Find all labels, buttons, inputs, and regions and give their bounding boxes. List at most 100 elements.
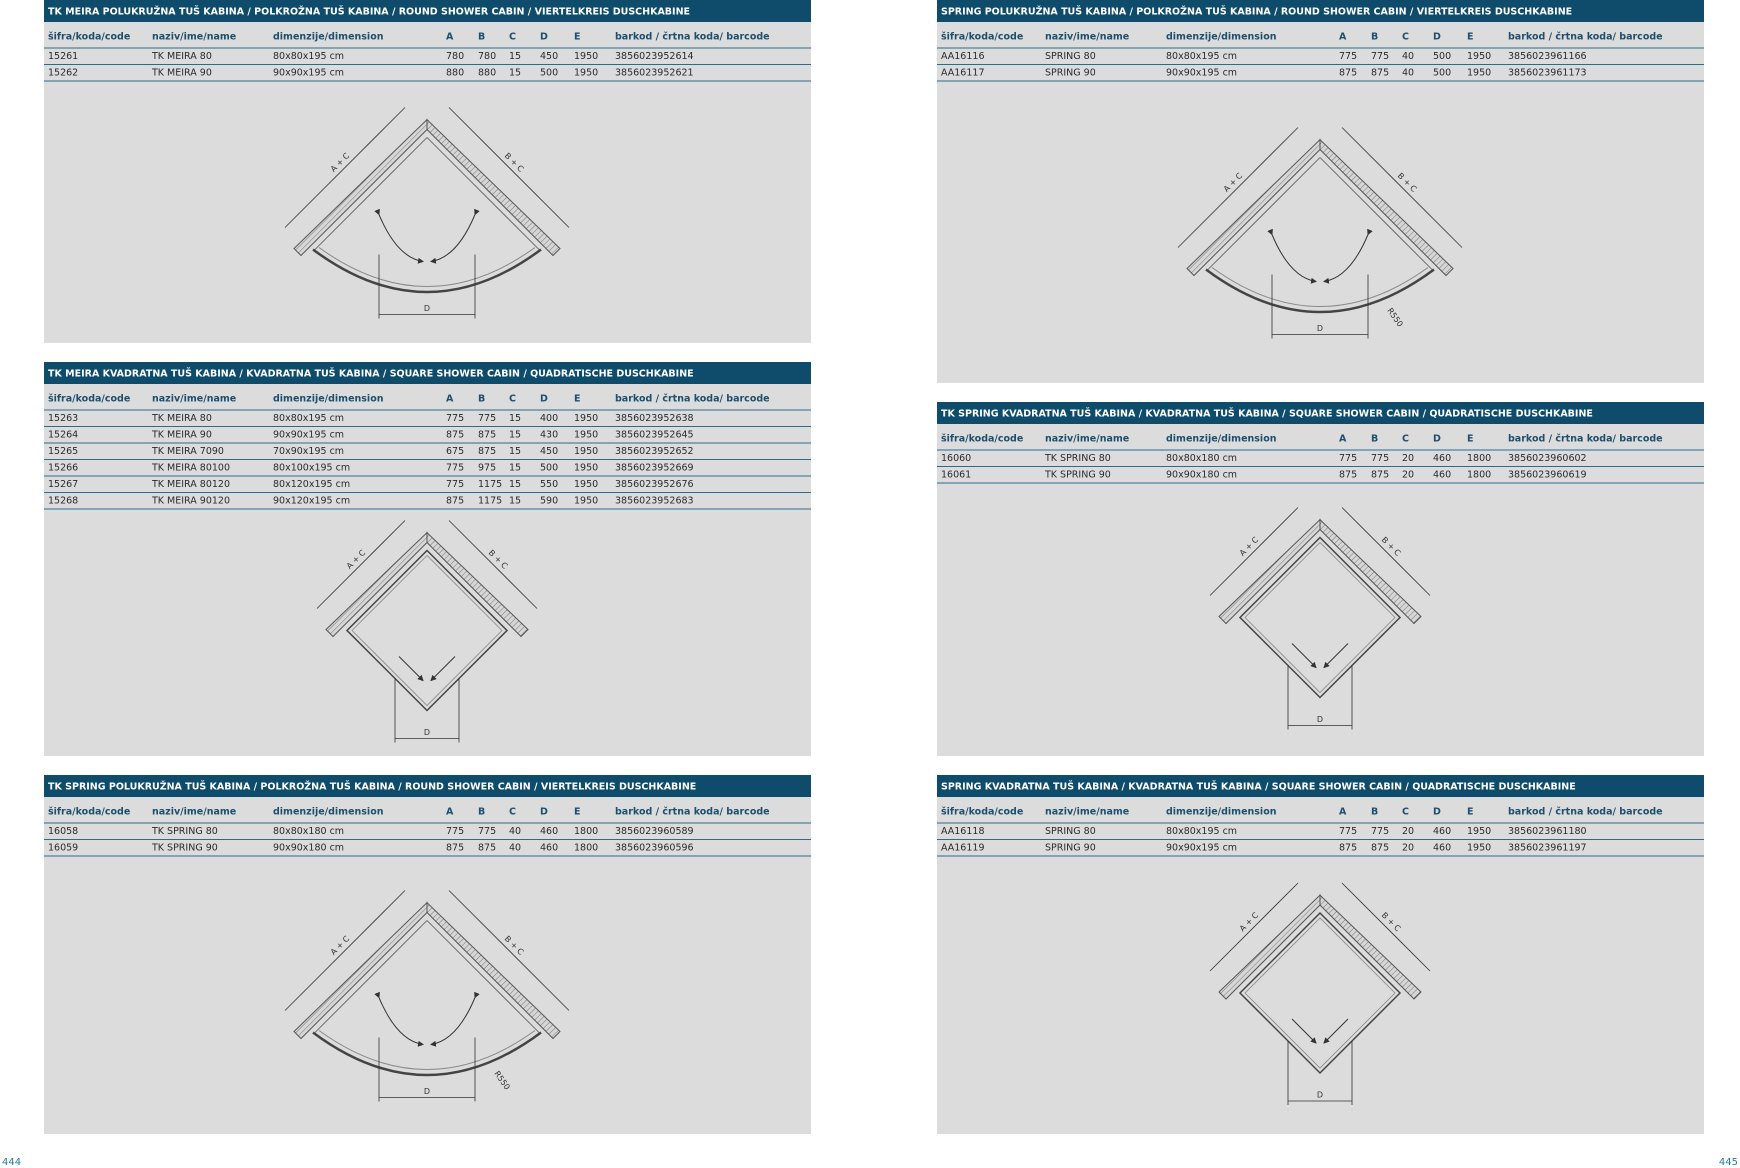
column-header: D: [540, 32, 548, 43]
column-header: dimenzije/dimension: [1166, 807, 1277, 818]
cell: 80x120x195 cm: [273, 479, 350, 490]
cell: 775: [446, 462, 464, 473]
cell: 775: [1371, 826, 1389, 837]
enclosure: [1244, 541, 1396, 694]
door-arrow: [430, 208, 480, 264]
cell: AA16118: [941, 826, 984, 837]
dimension-label: D: [1317, 715, 1323, 724]
enclosure: [314, 137, 540, 250]
cell: 15266: [48, 462, 78, 473]
wall: [1319, 518, 1422, 625]
cell: 15: [509, 413, 521, 424]
cell: 80x80x195 cm: [1166, 51, 1237, 62]
cell: 460: [540, 842, 558, 853]
enclosure: [345, 549, 509, 712]
column-header: naziv/ime/name: [152, 394, 236, 405]
title-bar: [937, 775, 1704, 797]
column-header: B: [478, 394, 485, 405]
cell: TK SPRING 80: [1044, 453, 1111, 464]
wall: [426, 531, 529, 638]
cell: 15262: [48, 67, 78, 78]
column-header: C: [509, 807, 516, 818]
cell: 780: [478, 51, 496, 62]
cell: 40: [509, 826, 521, 837]
title-bar: [44, 0, 811, 22]
cell: 1800: [574, 826, 598, 837]
cell: 3856023961166: [1508, 51, 1587, 62]
cell: 90x90x195 cm: [273, 67, 344, 78]
glass-front: [1211, 267, 1429, 307]
column-header: D: [540, 807, 548, 818]
cell: 16058: [48, 826, 78, 837]
door-arrow: [1323, 1018, 1349, 1044]
dimension-line: [1341, 507, 1431, 596]
cell: 500: [540, 67, 558, 78]
column-header: C: [1402, 807, 1409, 818]
column-header: barkod / črtna koda/ barcode: [1508, 807, 1663, 818]
cell: 15: [509, 495, 521, 506]
cell: 1800: [1467, 469, 1491, 480]
cell: TK MEIRA 7090: [151, 446, 224, 457]
cell: 1175: [478, 479, 502, 490]
cell: 3856023952683: [615, 495, 694, 506]
cell: 3856023952676: [615, 479, 694, 490]
cell: 80x80x195 cm: [1166, 826, 1237, 837]
cell: 1950: [574, 51, 598, 62]
door-arrow: [374, 208, 424, 264]
dimension-line: [448, 520, 538, 609]
cell: 1175: [478, 495, 502, 506]
door-arrow: [1323, 643, 1349, 669]
cell: TK SPRING 80: [151, 826, 218, 837]
glass-front: [318, 247, 536, 287]
cell: 70x90x195 cm: [273, 446, 344, 457]
cell: 15264: [48, 429, 78, 440]
column-header: E: [574, 32, 581, 43]
column-header: dimenzije/dimension: [1166, 32, 1277, 43]
enclosure: [351, 554, 503, 707]
dimension-line: [1209, 507, 1299, 596]
column-header: D: [540, 394, 548, 405]
cell: 1950: [574, 495, 598, 506]
cell: 550: [540, 479, 558, 490]
column-header: E: [1467, 32, 1474, 43]
panel: [44, 362, 811, 756]
cell: 780: [446, 51, 464, 62]
enclosure: [1238, 911, 1402, 1075]
cell: TK MEIRA 80100: [151, 462, 230, 473]
cell: 15263: [48, 413, 78, 424]
column-header: šifra/koda/code: [48, 394, 130, 405]
dimension-line: [284, 107, 406, 228]
cell: 16060: [941, 453, 971, 464]
cell: SPRING 90: [1045, 842, 1096, 853]
column-header: B: [1371, 32, 1378, 43]
enclosure: [1238, 536, 1402, 699]
door-arrow: [430, 656, 456, 682]
cell: 3856023952652: [615, 446, 694, 457]
section-title: TK MEIRA POLUKRUŽNA TUŠ KABINA / POLKROŽ…: [48, 6, 690, 18]
cell: TK MEIRA 90: [151, 429, 212, 440]
cell: 90x90x195 cm: [1166, 67, 1237, 78]
cell: 90x90x180 cm: [273, 842, 344, 853]
cell: 875: [1371, 842, 1389, 853]
cell: 590: [540, 495, 558, 506]
cell: 775: [1339, 51, 1357, 62]
cell: SPRING 80: [1045, 51, 1096, 62]
cell: 880: [446, 67, 464, 78]
section-title: SPRING POLUKRUŽNA TUŠ KABINA / POLKROŽNA…: [941, 6, 1572, 18]
door-arrow: [1323, 228, 1373, 284]
glass-front: [318, 1030, 536, 1070]
panel: [937, 775, 1704, 1134]
cell: 1950: [1467, 51, 1491, 62]
cell: 460: [1433, 469, 1451, 480]
cell: TK MEIRA 80120: [151, 479, 230, 490]
dimension-line: [1287, 1041, 1353, 1105]
cell: 3856023952621: [615, 67, 694, 78]
cell: 875: [446, 842, 464, 853]
cell: 1950: [1467, 842, 1491, 853]
column-header: B: [478, 807, 485, 818]
cell: 90x90x195 cm: [273, 429, 344, 440]
cell: 3856023961173: [1508, 67, 1587, 78]
dimension-line: [1209, 882, 1299, 972]
wall: [426, 118, 561, 257]
door-arrow: [1267, 228, 1317, 284]
